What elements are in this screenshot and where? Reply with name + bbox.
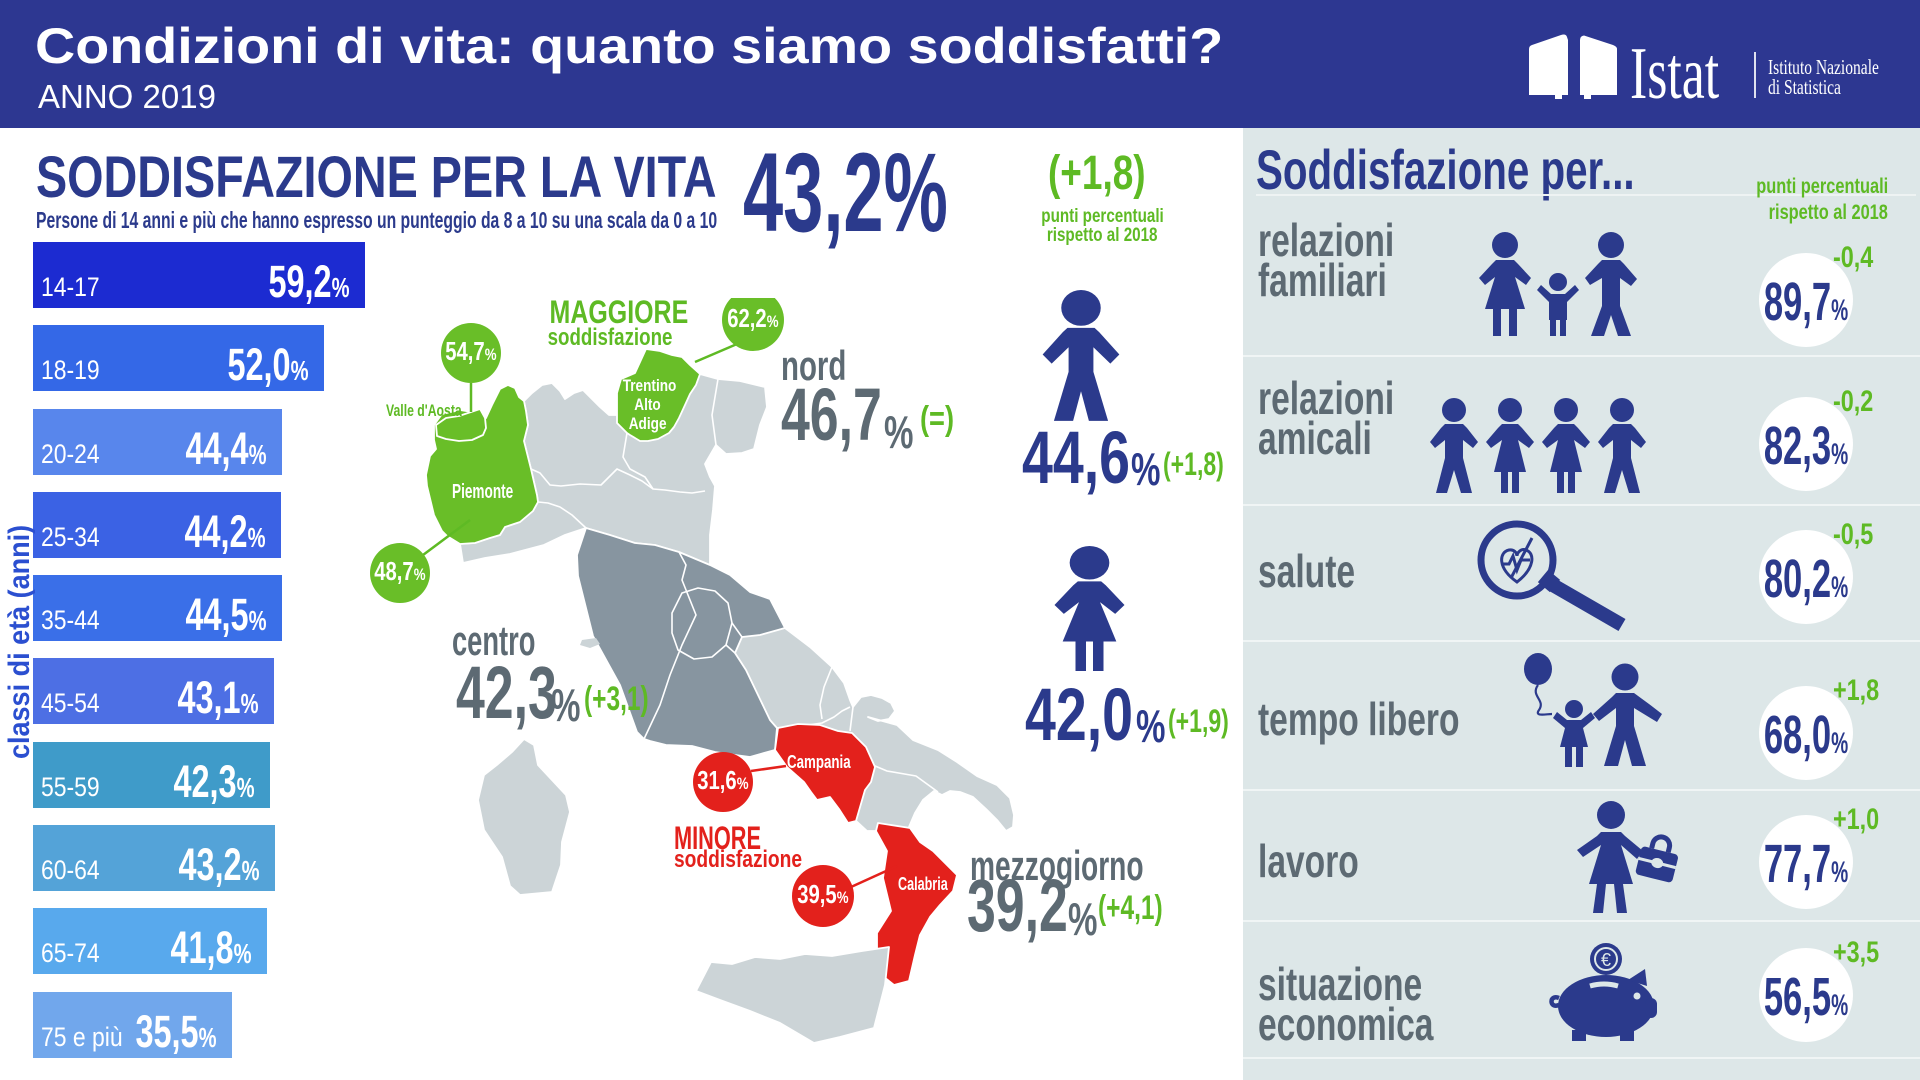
svg-text:€: € <box>1601 950 1611 970</box>
